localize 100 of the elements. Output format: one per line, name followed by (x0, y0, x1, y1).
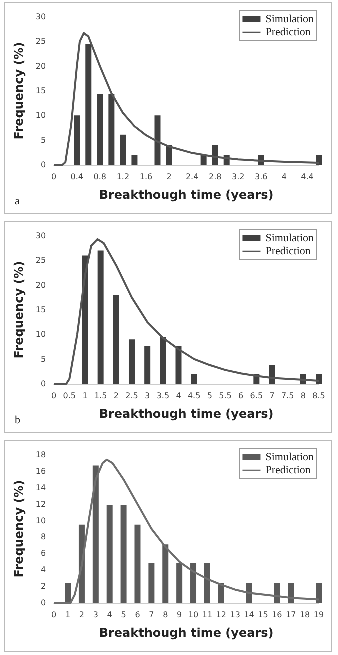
x-tick-label: 1.5 (94, 392, 108, 400)
y-tick-label: 0 (40, 380, 46, 388)
x-tick-label: 0 (52, 172, 57, 182)
bar (144, 346, 151, 384)
x-tick-label: 4 (107, 610, 112, 620)
x-tick-label: 2 (79, 610, 85, 620)
bar (316, 374, 322, 384)
bar (148, 564, 155, 603)
x-tick-label: 4.5 (188, 392, 201, 400)
x-tick-label: 8.5 (312, 392, 326, 400)
x-tick-label: 1.2 (116, 172, 130, 182)
y-tick-label: 2 (40, 582, 46, 592)
legend-label: Prediction (266, 246, 312, 258)
x-tick-label: 11 (202, 610, 213, 620)
legend-label: Simulation (266, 452, 314, 464)
x-tick-label: 4 (176, 392, 182, 400)
x-tick-label: 0 (52, 392, 57, 400)
x-tick-label: 2.5 (126, 392, 138, 400)
x-tick-label: 18 (300, 610, 310, 620)
bar (204, 564, 210, 603)
y-tick-label: 30 (36, 232, 46, 240)
bar (98, 250, 104, 384)
x-tick-label: 13 (230, 610, 240, 620)
y-tick-label: 30 (36, 12, 46, 22)
x-tick-label: 1.6 (140, 172, 153, 182)
y-tick-label: 8 (40, 532, 46, 542)
x-tick-label: 14 (244, 610, 254, 620)
x-tick-label: 1 (82, 392, 88, 400)
y-tick-label: 20 (36, 280, 46, 290)
y-tick-label: 10 (36, 516, 46, 526)
x-tick-label: 7 (149, 610, 154, 620)
y-tick-label: 25 (36, 37, 46, 46)
x-tick-label: 16 (272, 610, 282, 620)
y-tick-label: 15 (36, 86, 46, 96)
y-tick-label: 0 (40, 160, 46, 170)
bar (190, 564, 197, 603)
bar (120, 505, 127, 603)
legend-label: Prediction (266, 464, 312, 476)
bar (132, 155, 138, 165)
x-tick-label: 2 (114, 392, 119, 400)
bar (154, 116, 161, 165)
bar (160, 337, 166, 384)
x-tick-label: 0.4 (70, 172, 84, 182)
x-tick-label: 6.5 (250, 392, 264, 400)
x-tick-label: 8 (163, 610, 168, 620)
x-tick-label: 0.5 (63, 392, 76, 400)
x-tick-label: 4.4 (301, 172, 314, 182)
x-tick-label: 3.2 (232, 172, 245, 182)
x-tick-label: 2.8 (208, 172, 222, 182)
bar (162, 544, 169, 603)
bar (316, 583, 322, 603)
y-tick-label: 6 (40, 549, 46, 558)
x-tick-label: 7 (270, 392, 275, 400)
y-tick-label: 10 (36, 330, 46, 340)
bar (120, 134, 126, 165)
bar (134, 524, 141, 603)
y-tick-label: 5 (40, 354, 46, 364)
x-tick-label: 3.6 (255, 172, 268, 182)
y-axis-title: Frequency (%) (12, 480, 26, 578)
x-tick-label: 1 (65, 610, 71, 620)
y-tick-label: 10 (36, 111, 46, 120)
x-tick-label: 2.4 (186, 172, 199, 182)
x-tick-label: 3 (145, 392, 150, 400)
y-tick-label: 5 (40, 136, 46, 145)
bar (92, 466, 99, 603)
x-tick-label: 12 (216, 610, 226, 620)
bar (106, 505, 113, 603)
x-tick-label: 5.5 (219, 392, 232, 400)
bar (316, 155, 322, 165)
bar (108, 94, 115, 165)
legend-label: Simulation (266, 14, 314, 26)
x-tick-label: 4 (282, 172, 287, 182)
bar (128, 340, 135, 384)
x-axis-title: Breakthough time (years) (99, 407, 274, 421)
bar (65, 583, 72, 603)
x-tick-label: 0 (52, 610, 57, 620)
bar (191, 374, 198, 384)
bar (176, 346, 182, 384)
x-tick-label: 6 (135, 610, 140, 620)
x-tick-label: 17 (286, 610, 296, 620)
x-tick-label: 0.8 (94, 172, 107, 182)
legend-label: Prediction (266, 26, 312, 38)
y-tick-label: 14 (36, 483, 46, 492)
x-tick-label: 6 (238, 392, 244, 400)
x-tick-label: 2 (166, 172, 172, 182)
y-axis-title: Frequency (%) (12, 42, 26, 140)
y-axis-title: Frequency (%) (12, 261, 26, 359)
x-tick-label: 19 (314, 610, 324, 620)
y-tick-label: 4 (40, 566, 46, 575)
y-tick-label: 18 (36, 450, 46, 460)
x-tick-label: 8 (300, 392, 306, 400)
x-tick-label: 5 (121, 610, 126, 620)
bar (82, 256, 88, 384)
x-tick-label: 3.5 (156, 392, 170, 400)
y-tick-label: 20 (36, 62, 46, 71)
bar (74, 116, 80, 165)
x-tick-label: 7.5 (281, 392, 294, 400)
x-tick-label: 15 (258, 610, 268, 620)
bar (97, 94, 104, 165)
y-tick-label: 0 (40, 598, 46, 608)
